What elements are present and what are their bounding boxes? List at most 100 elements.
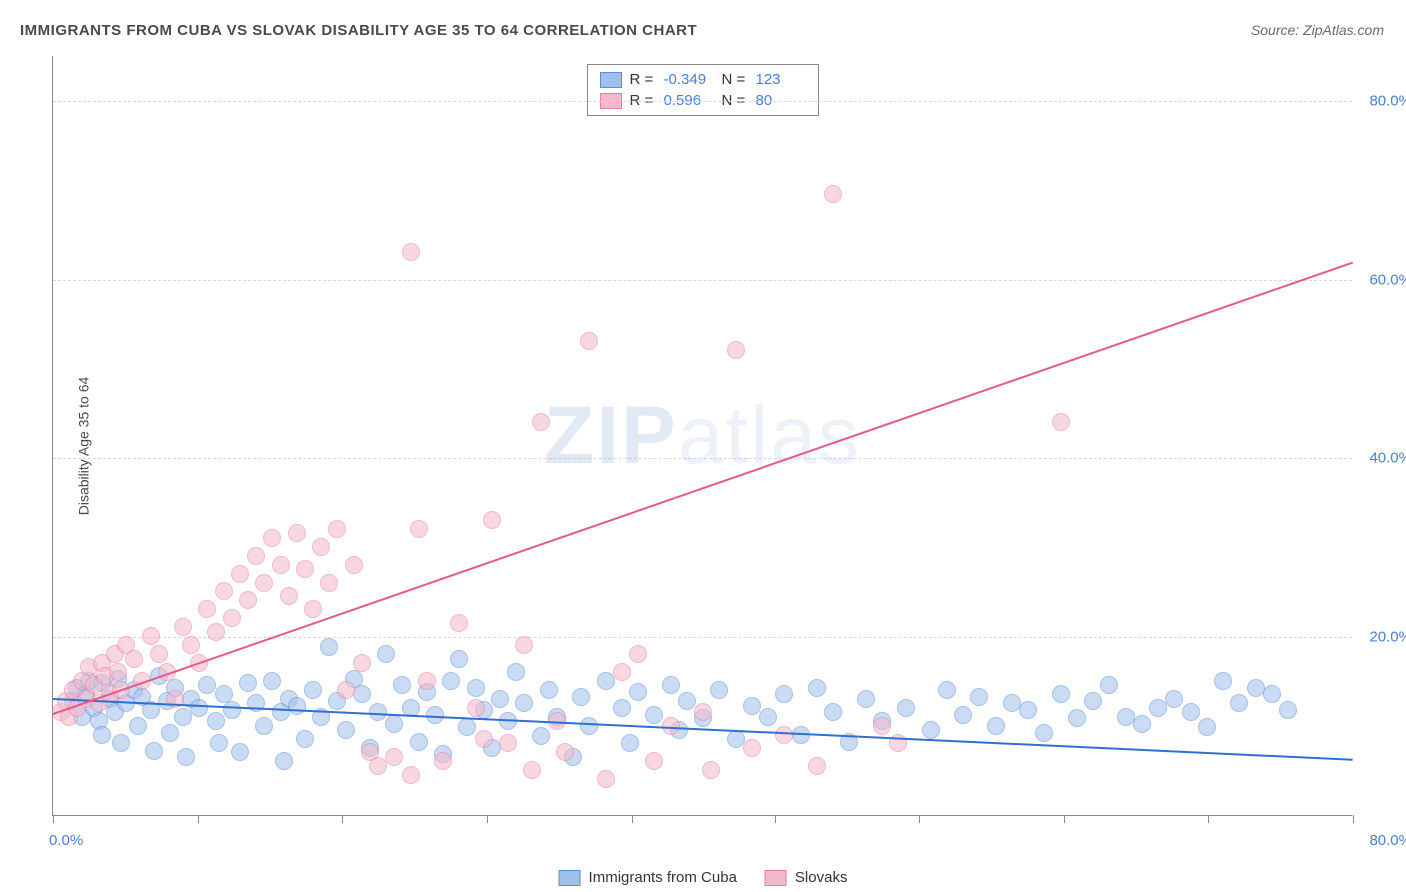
chart-title: IMMIGRANTS FROM CUBA VS SLOVAK DISABILIT… — [20, 22, 697, 39]
legend-item: Slovaks — [765, 869, 848, 886]
r-label: R = — [630, 71, 656, 88]
data-point — [93, 726, 111, 744]
data-point — [597, 770, 615, 788]
data-point — [515, 636, 533, 654]
data-point — [678, 692, 696, 710]
data-point — [320, 574, 338, 592]
data-point — [247, 547, 265, 565]
legend-label: Immigrants from Cuba — [589, 869, 737, 886]
data-point — [1182, 703, 1200, 721]
data-point — [207, 623, 225, 641]
data-point — [743, 739, 761, 757]
data-point — [873, 717, 891, 735]
data-point — [450, 614, 468, 632]
data-point — [353, 654, 371, 672]
data-point — [296, 560, 314, 578]
data-point — [210, 734, 228, 752]
data-point — [1052, 413, 1070, 431]
x-tick — [1353, 815, 1354, 823]
data-point — [597, 672, 615, 690]
data-point — [572, 688, 590, 706]
data-point — [304, 681, 322, 699]
x-tick — [198, 815, 199, 823]
data-point — [410, 733, 428, 751]
data-point — [540, 681, 558, 699]
plot-area: ZIPatlas R =-0.349N =123R =0.596N =80 0.… — [52, 56, 1352, 816]
data-point — [710, 681, 728, 699]
data-point — [255, 574, 273, 592]
data-point — [296, 730, 314, 748]
legend-swatch — [765, 870, 787, 886]
data-point — [182, 636, 200, 654]
data-point — [109, 663, 127, 681]
data-point — [1133, 715, 1151, 733]
n-value: 123 — [756, 71, 806, 88]
data-point — [275, 752, 293, 770]
data-point — [450, 650, 468, 668]
data-point — [418, 672, 436, 690]
data-point — [824, 703, 842, 721]
data-point — [345, 556, 363, 574]
data-point — [467, 679, 485, 697]
data-point — [621, 734, 639, 752]
data-point — [1100, 676, 1118, 694]
y-tick-label: 80.0% — [1369, 92, 1406, 109]
data-point — [402, 243, 420, 261]
source-attribution: Source: ZipAtlas.com — [1251, 22, 1384, 38]
data-point — [808, 757, 826, 775]
data-point — [922, 721, 940, 739]
data-point — [223, 609, 241, 627]
data-point — [938, 681, 956, 699]
data-point — [954, 706, 972, 724]
data-point — [1035, 724, 1053, 742]
data-point — [775, 685, 793, 703]
data-point — [288, 524, 306, 542]
data-point — [897, 699, 915, 717]
data-point — [1214, 672, 1232, 690]
data-point — [580, 717, 598, 735]
r-value: -0.349 — [664, 71, 714, 88]
data-point — [353, 685, 371, 703]
x-tick — [632, 815, 633, 823]
data-point — [491, 690, 509, 708]
y-tick-label: 60.0% — [1369, 271, 1406, 288]
data-point — [239, 674, 257, 692]
data-point — [207, 712, 225, 730]
legend-item: Immigrants from Cuba — [559, 869, 737, 886]
data-point — [629, 683, 647, 701]
data-point — [970, 688, 988, 706]
regression-line — [53, 262, 1354, 715]
data-point — [662, 676, 680, 694]
data-point — [377, 645, 395, 663]
data-point — [808, 679, 826, 697]
data-point — [304, 600, 322, 618]
data-point — [702, 761, 720, 779]
data-point — [613, 663, 631, 681]
data-point — [1198, 718, 1216, 736]
data-point — [223, 701, 241, 719]
stats-row: R =-0.349N =123 — [600, 69, 806, 90]
data-point — [694, 703, 712, 721]
stats-box: R =-0.349N =123R =0.596N =80 — [587, 64, 819, 116]
data-point — [198, 600, 216, 618]
data-point — [523, 761, 541, 779]
data-point — [759, 708, 777, 726]
data-point — [402, 766, 420, 784]
data-point — [129, 717, 147, 735]
data-point — [385, 748, 403, 766]
data-point — [161, 724, 179, 742]
data-point — [177, 748, 195, 766]
chart-container: IMMIGRANTS FROM CUBA VS SLOVAK DISABILIT… — [0, 0, 1406, 892]
data-point — [145, 742, 163, 760]
data-point — [255, 717, 273, 735]
data-point — [1084, 692, 1102, 710]
data-point — [727, 730, 745, 748]
data-point — [532, 727, 550, 745]
data-point — [727, 341, 745, 359]
data-point — [434, 752, 452, 770]
x-tick — [53, 815, 54, 823]
data-point — [515, 694, 533, 712]
x-tick — [342, 815, 343, 823]
data-point — [125, 650, 143, 668]
watermark: ZIPatlas — [544, 389, 861, 483]
